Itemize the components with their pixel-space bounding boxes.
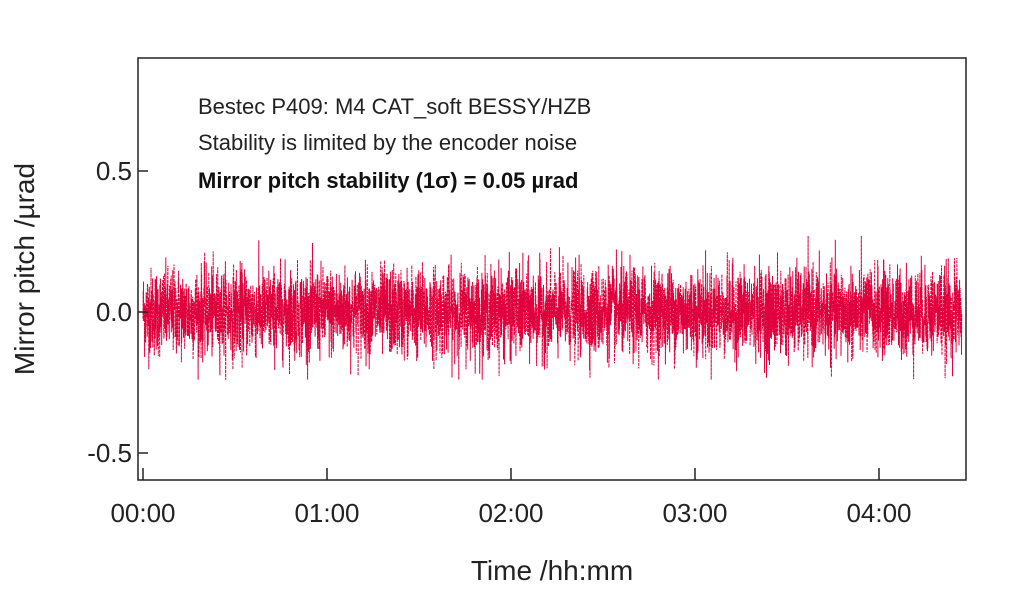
- plot-frame: [137, 57, 967, 481]
- x-axis-title: Time /hh:mm: [471, 555, 633, 586]
- annotation-line-2: Stability is limited by the encoder nois…: [198, 130, 577, 155]
- y-tick-label: 0.5: [96, 156, 132, 186]
- y-tick-label: -0.5: [87, 438, 132, 468]
- x-tick-label: 01:00: [294, 498, 359, 528]
- series-line-mirror-pitch: [142, 235, 963, 380]
- x-axis: 00:00 01:00 02:00 03:00 04:00: [110, 468, 912, 528]
- x-tick-label: 00:00: [110, 498, 175, 528]
- x-tick-label: 03:00: [662, 498, 727, 528]
- y-tick-label: 0.0: [96, 297, 132, 327]
- x-tick-label: 04:00: [846, 498, 911, 528]
- x-tick-label: 02:00: [478, 498, 543, 528]
- y-axis-title: Mirror pitch /µrad: [9, 163, 40, 375]
- y-axis: 0.5 0.0 -0.5: [87, 156, 148, 468]
- annotation-line-1: Bestec P409: M4 CAT_soft BESSY/HZB: [198, 94, 591, 119]
- series-layer: [142, 235, 963, 380]
- annotation-line-3: Mirror pitch stability (1σ) = 0.05 µrad: [198, 168, 578, 193]
